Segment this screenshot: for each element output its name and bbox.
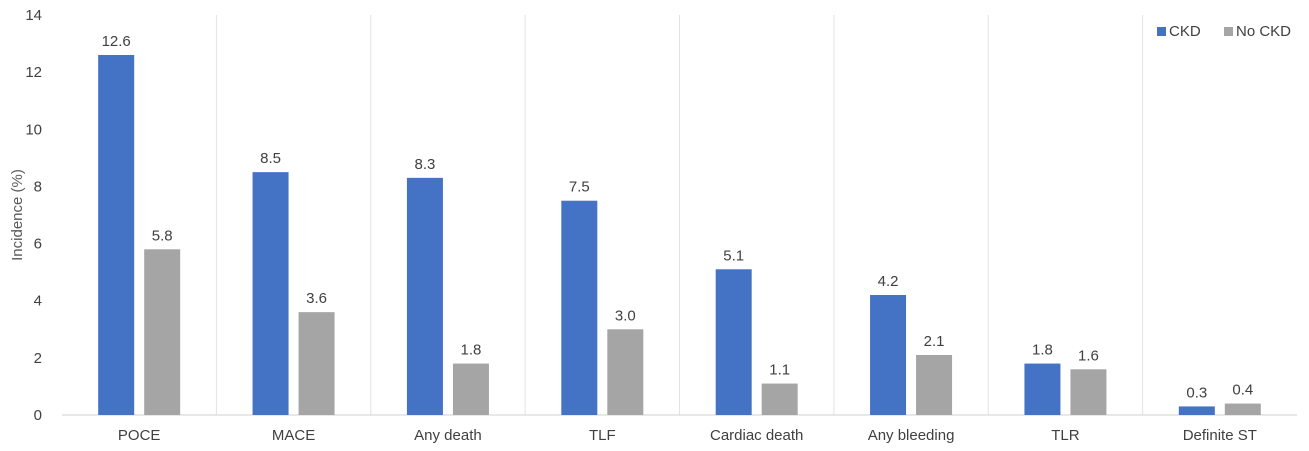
grid-layer	[62, 15, 1297, 416]
bar-ckd	[870, 295, 907, 415]
bar-ckd	[406, 177, 443, 415]
bar-no-ckd	[452, 363, 489, 415]
data-label: 1.8	[461, 342, 482, 359]
data-label: 1.6	[1078, 347, 1099, 364]
y-tick-label: 12	[25, 64, 42, 81]
data-labels-layer: 12.6 5.8 8.5 3.6 8.3 1.8 7.5 3.0 5.1 1.1 4.2 2.1 1.8…	[102, 33, 1254, 401]
x-category-labels: POCE MACE Any death TLF Cardiac death Any ble…	[118, 427, 1257, 444]
x-category-label: Any bleeding	[868, 427, 955, 444]
bar-no-ckd	[607, 329, 644, 415]
y-tick-label: 2	[34, 350, 42, 367]
data-label: 5.8	[152, 227, 173, 244]
bar-ckd	[1178, 406, 1215, 415]
y-tick-label: 0	[34, 407, 42, 424]
bar-no-ckd	[761, 383, 798, 415]
data-label: 12.6	[102, 33, 131, 50]
x-category-label: POCE	[118, 427, 161, 444]
data-label: 1.1	[769, 362, 790, 379]
legend-swatch-ckd	[1157, 27, 1166, 36]
legend: CKD No CKD	[1157, 23, 1291, 40]
x-category-label: Definite ST	[1183, 427, 1257, 444]
bar-no-ckd	[916, 355, 953, 415]
y-tick-label: 14	[25, 7, 42, 24]
legend-label-ckd: CKD	[1169, 23, 1201, 40]
y-tick-label: 8	[34, 178, 42, 195]
x-category-label: Any death	[414, 427, 482, 444]
y-tick-label: 10	[25, 121, 42, 138]
data-label: 5.1	[723, 247, 744, 264]
data-label: 4.2	[878, 273, 899, 290]
y-tick-label: 6	[34, 236, 42, 253]
data-label: 1.8	[1032, 342, 1053, 359]
x-category-label: Cardiac death	[710, 427, 803, 444]
bars-layer	[98, 55, 1261, 415]
bar-no-ckd	[144, 249, 181, 415]
bar-ckd	[1024, 363, 1061, 415]
x-category-label: MACE	[272, 427, 315, 444]
bar-ckd	[715, 269, 752, 415]
data-label: 8.3	[415, 156, 436, 173]
data-label: 8.5	[260, 150, 281, 167]
data-label: 0.4	[1232, 382, 1253, 399]
data-label: 3.0	[615, 307, 636, 324]
bar-no-ckd	[1070, 369, 1107, 415]
x-category-label: TLR	[1051, 427, 1080, 444]
data-label: 3.6	[306, 290, 327, 307]
bar-ckd	[98, 55, 135, 415]
x-category-label: TLF	[589, 427, 616, 444]
legend-swatch-no-ckd	[1224, 27, 1233, 36]
bar-no-ckd	[1224, 403, 1261, 415]
bar-ckd	[252, 172, 289, 415]
bar-ckd	[561, 200, 598, 415]
bar-no-ckd	[298, 312, 335, 415]
y-axis-title: Incidence (%)	[9, 169, 26, 261]
y-tick-labels: 0 2 4 6 8 10 12 14	[25, 7, 42, 424]
data-label: 7.5	[569, 179, 590, 196]
legend-label-no-ckd: No CKD	[1236, 23, 1291, 40]
data-label: 0.3	[1186, 384, 1207, 401]
y-tick-label: 4	[34, 293, 42, 310]
data-label: 2.1	[924, 333, 945, 350]
